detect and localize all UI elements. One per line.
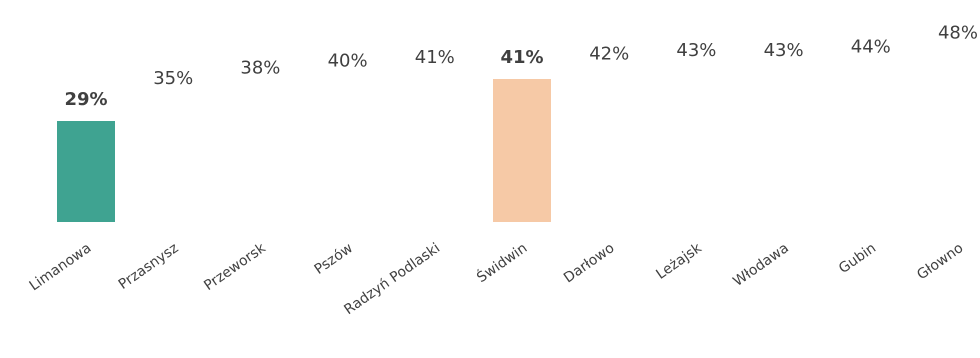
bar-9 xyxy=(754,72,813,222)
bar-8 xyxy=(667,72,726,222)
value-labels-group: 29% 35% 38% 40% 41% 41% 42% 43% 43% 44% 48% xyxy=(64,23,978,111)
value-label-2: 35% xyxy=(153,68,193,89)
category-label-4: Pszów xyxy=(312,240,356,278)
value-label-7: 42% xyxy=(589,44,629,65)
value-label-3: 38% xyxy=(240,58,280,79)
category-label-1: Limanowa xyxy=(27,240,95,294)
bar-4 xyxy=(318,82,377,222)
category-label-10: Gubin xyxy=(836,240,879,277)
value-label-9: 43% xyxy=(764,40,804,61)
value-label-4: 40% xyxy=(328,51,368,72)
bar-11 xyxy=(929,54,980,222)
bar-1 xyxy=(57,121,115,222)
bar-10 xyxy=(841,68,900,222)
value-label-1: 29% xyxy=(64,89,107,110)
category-label-7: Darłowo xyxy=(561,240,617,286)
category-label-8: Leżajsk xyxy=(653,240,705,283)
category-label-6: Świdwin xyxy=(473,239,530,287)
bars-group xyxy=(57,54,980,222)
value-label-5: 41% xyxy=(415,47,455,68)
value-label-6: 41% xyxy=(500,47,543,68)
value-label-11: 48% xyxy=(938,23,978,44)
bar-3 xyxy=(231,89,290,222)
bar-2 xyxy=(144,100,203,222)
bar-7 xyxy=(580,75,639,222)
category-label-9: Włodawa xyxy=(730,240,792,290)
value-label-10: 44% xyxy=(851,37,891,58)
value-label-8: 43% xyxy=(676,40,716,61)
bar-6 xyxy=(493,79,551,222)
category-label-11: Głowno xyxy=(914,240,966,283)
bar-5 xyxy=(405,79,464,222)
category-label-2: Przasnysz xyxy=(116,240,182,293)
category-label-5: Radzyń Podlaski xyxy=(341,240,443,318)
category-label-3: Przeworsk xyxy=(201,240,269,294)
